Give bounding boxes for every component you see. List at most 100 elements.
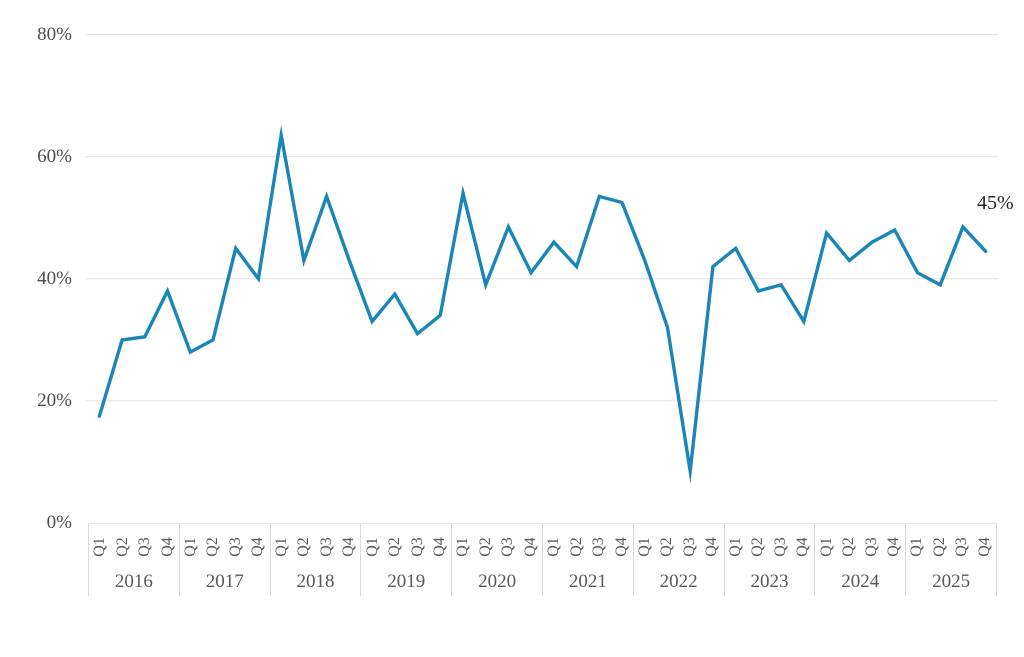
quarter-label-row: Q1 Q2 Q3 Q4 [543,524,633,569]
quarter-label-row: Q1 Q2 Q3 Q4 [725,524,815,569]
quarter-tick-cell: Q1 [361,524,383,569]
quarter-tick-cell: Q3 [769,524,791,569]
x-axis-quarter-label: Q4 [521,537,539,558]
x-axis-quarter-label: Q4 [612,537,630,558]
x-axis-quarter-label: Q1 [91,537,109,558]
quarter-tick-cell: Q1 [815,524,837,569]
x-axis-quarter-label: Q2 [386,537,404,558]
quarter-label-row: Q1 Q2 Q3 Q4 [452,524,542,569]
x-axis-quarter-label: Q3 [680,537,698,558]
quarter-tick-cell: Q1 [906,524,928,569]
quarter-tick-cell: Q2 [747,524,769,569]
quarter-tick-cell: Q2 [929,524,951,569]
quarter-tick-cell: Q3 [497,524,519,569]
quarter-tick-cell: Q3 [951,524,973,569]
x-axis: Q1 Q2 Q3 Q4 2016 Q1 Q2 Q3 Q4 2017 Q1 Q2 Q3 Q4 2018 Q1 Q2… [88,523,997,596]
x-axis-year-label: 2023 [750,571,789,592]
quarter-tick-cell: Q4 [883,524,905,569]
quarter-tick-cell: Q4 [156,524,178,569]
x-axis-quarter-label: Q4 [340,537,358,558]
quarter-label-row: Q1 Q2 Q3 Q4 [906,524,996,569]
quarter-label-row: Q1 Q2 Q3 Q4 [634,524,724,569]
x-axis-quarter-label: Q2 [295,537,313,558]
quarter-tick-cell: Q1 [543,524,565,569]
y-axis-tick-label: 20% [37,389,72,411]
quarter-tick-cell: Q2 [565,524,587,569]
quarter-tick-cell: Q1 [452,524,474,569]
y-axis-tick-label: 60% [37,145,72,167]
x-axis-year-label: 2019 [387,571,426,592]
x-axis-quarter-label: Q3 [499,537,517,558]
x-axis-quarter-label: Q1 [454,537,472,558]
quarter-label-row: Q1 Q2 Q3 Q4 [89,524,179,569]
x-axis-quarter-label: Q1 [908,537,926,558]
x-axis-quarter-label: Q4 [249,537,267,558]
x-axis-quarter-label: Q3 [771,537,789,558]
quarter-tick-cell: Q3 [316,524,338,569]
quarter-tick-cell: Q2 [384,524,406,569]
x-axis-quarter-label: Q1 [817,537,835,558]
x-axis-quarter-label: Q2 [749,537,767,558]
quarter-tick-cell: Q4 [429,524,451,569]
x-axis-year-label: 2024 [841,571,880,592]
quarter-tick-cell: Q2 [656,524,678,569]
x-axis-year-label: 2018 [296,571,335,592]
year-group-2022: Q1 Q2 Q3 Q4 2022 [632,524,724,596]
y-axis-tick-label: 80% [37,23,72,45]
quarter-tick-cell: Q2 [293,524,315,569]
x-axis-quarter-label: Q1 [363,537,381,558]
x-axis-quarter-label: Q3 [136,537,154,558]
year-group-2016: Q1 Q2 Q3 Q4 2016 [88,524,179,596]
quarter-tick-cell: Q4 [701,524,723,569]
quarter-label-row: Q1 Q2 Q3 Q4 [271,524,361,569]
x-axis-quarter-label: Q1 [182,537,200,558]
quarter-label-row: Q1 Q2 Q3 Q4 [815,524,905,569]
quarter-tick-cell: Q4 [247,524,269,569]
x-axis-year-label: 2025 [932,571,971,592]
x-axis-quarter-label: Q4 [703,537,721,558]
quarter-tick-cell: Q1 [89,524,111,569]
x-axis-quarter-label: Q2 [658,537,676,558]
year-group-2024: Q1 Q2 Q3 Q4 2024 [814,524,905,596]
y-axis-tick-label: 40% [37,267,72,289]
quarter-tick-cell: Q2 [475,524,497,569]
x-axis-quarter-label: Q3 [317,537,335,558]
quarter-tick-cell: Q4 [338,524,360,569]
quarter-tick-cell: Q3 [225,524,247,569]
x-axis-quarter-label: Q3 [408,537,426,558]
x-axis-quarter-label: Q3 [953,537,971,558]
x-axis-quarter-label: Q2 [113,537,131,558]
x-axis-quarter-label: Q1 [545,537,563,558]
x-axis-quarter-label: Q1 [726,537,744,558]
x-axis-quarter-label: Q1 [272,537,290,558]
x-axis-year-label: 2020 [478,571,517,592]
quarter-tick-cell: Q4 [610,524,632,569]
quarter-tick-cell: Q4 [520,524,542,569]
quarter-tick-cell: Q3 [134,524,156,569]
year-group-2019: Q1 Q2 Q3 Q4 2019 [360,524,451,596]
year-group-2020: Q1 Q2 Q3 Q4 2020 [451,524,542,596]
x-axis-year-label: 2016 [114,571,153,592]
x-axis-quarter-label: Q2 [567,537,585,558]
x-axis-quarter-label: Q1 [636,537,653,558]
quarter-tick-cell: Q1 [271,524,293,569]
year-group-2021: Q1 Q2 Q3 Q4 2021 [541,524,633,596]
quarter-tick-cell: Q1 [725,524,747,569]
x-axis-year-label: 2021 [568,571,607,592]
year-group-2018: Q1 Q2 Q3 Q4 2018 [269,524,361,596]
quarter-tick-cell: Q2 [838,524,860,569]
x-axis-quarter-label: Q4 [158,537,176,558]
x-axis-quarter-label: Q3 [590,537,608,558]
quarter-tick-cell: Q4 [792,524,814,569]
x-axis-year-label: 2017 [205,571,244,592]
quarter-label-row: Q1 Q2 Q3 Q4 [180,524,270,569]
x-axis-quarter-label: Q3 [862,537,880,558]
x-axis-quarter-label: Q2 [476,537,494,558]
x-axis-quarter-label: Q4 [884,537,902,558]
quarter-tick-cell: Q1 [634,524,656,569]
quarter-tick-cell: Q1 [180,524,202,569]
x-axis-quarter-label: Q4 [430,537,448,558]
quarter-tick-cell: Q2 [111,524,133,569]
x-axis-year-label: 2022 [659,571,698,592]
x-axis-quarter-label: Q2 [930,537,948,558]
